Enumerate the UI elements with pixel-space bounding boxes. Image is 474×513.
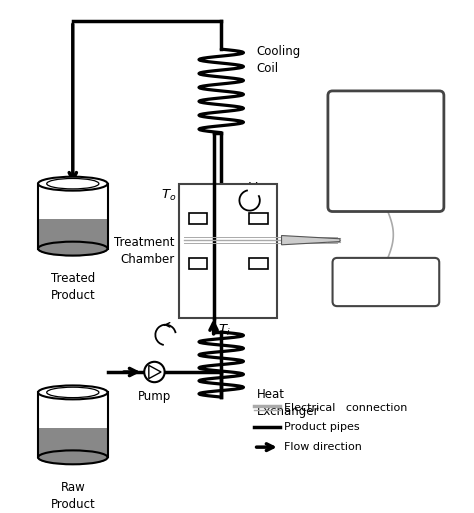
Text: Raw
Product: Raw Product — [50, 481, 95, 510]
Text: Cooling
Coil: Cooling Coil — [256, 45, 301, 74]
Ellipse shape — [38, 385, 108, 399]
Text: High
Voltage
Pulse
Generator: High Voltage Pulse Generator — [354, 117, 418, 185]
Text: Monitoring: Monitoring — [353, 275, 419, 288]
Ellipse shape — [38, 176, 108, 191]
Text: Product pipes: Product pipes — [284, 422, 360, 432]
Text: $T_o$: $T_o$ — [161, 188, 177, 204]
Ellipse shape — [38, 242, 108, 255]
Text: Electrical   connection: Electrical connection — [284, 403, 408, 413]
Polygon shape — [38, 428, 108, 458]
Bar — [180, 184, 277, 318]
Polygon shape — [282, 235, 340, 245]
Text: Treatment
Chamber: Treatment Chamber — [114, 236, 175, 266]
Ellipse shape — [38, 450, 108, 464]
Text: $T_i$: $T_i$ — [218, 323, 231, 338]
FancyBboxPatch shape — [328, 91, 444, 211]
Polygon shape — [38, 220, 108, 249]
Text: Heat
Exchanger: Heat Exchanger — [256, 388, 319, 418]
FancyBboxPatch shape — [333, 258, 439, 306]
Text: Treated
Product: Treated Product — [50, 272, 95, 302]
Bar — [189, 213, 207, 224]
Polygon shape — [149, 365, 161, 379]
Circle shape — [144, 362, 164, 382]
Bar — [189, 258, 207, 269]
Text: Pump: Pump — [138, 390, 171, 403]
Bar — [249, 258, 268, 269]
Text: Flow direction: Flow direction — [284, 442, 362, 452]
Text: V: V — [249, 181, 257, 194]
Bar — [249, 213, 268, 224]
